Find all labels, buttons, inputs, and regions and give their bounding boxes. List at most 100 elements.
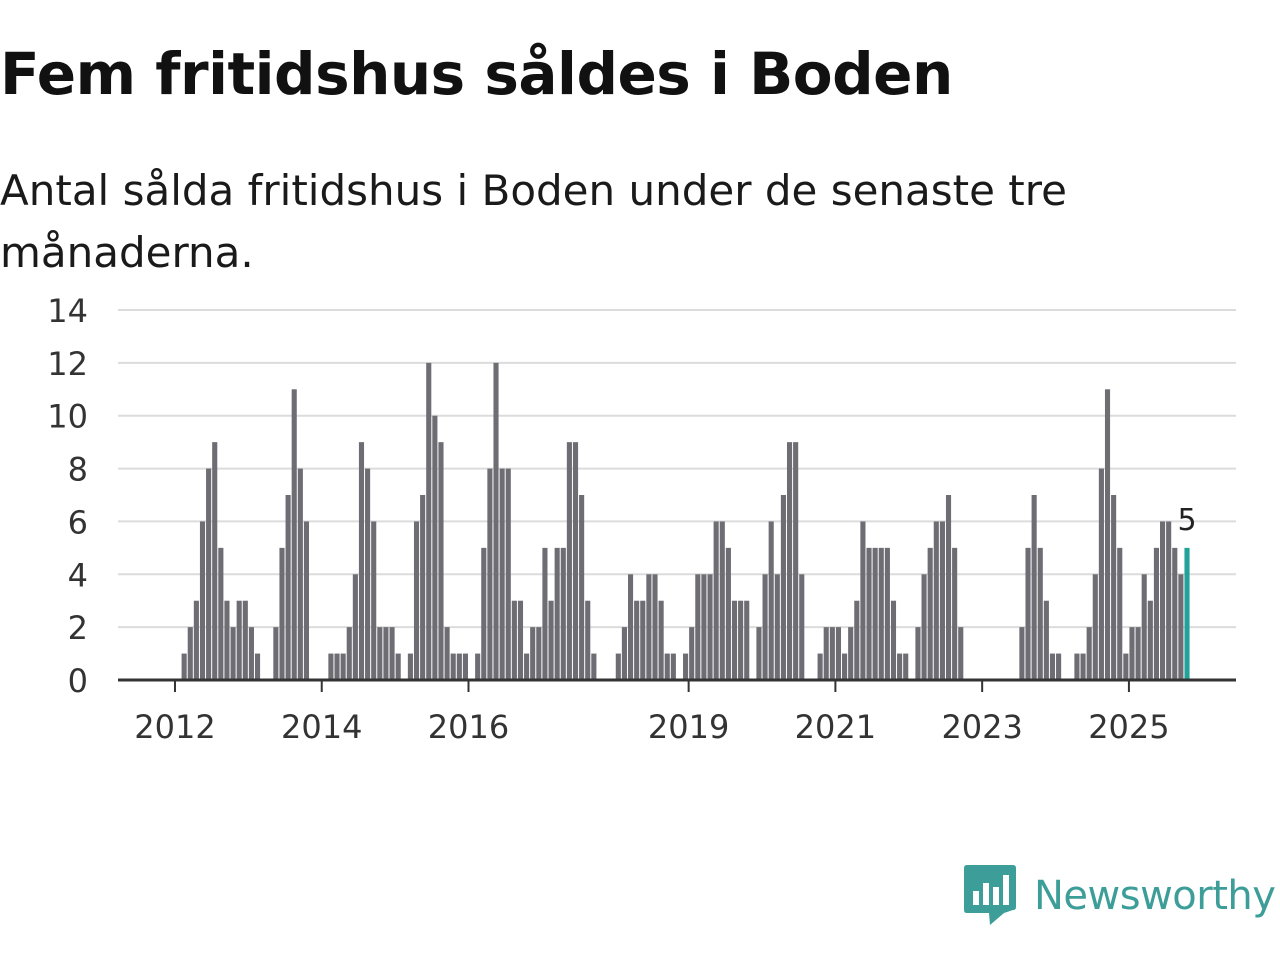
bar (878, 547, 884, 680)
bar (1025, 547, 1031, 680)
bar (420, 495, 426, 680)
bar (945, 495, 952, 680)
bar (352, 574, 358, 680)
bar (866, 547, 872, 680)
y-axis-tick-labels: 0 2 4 6 8 10 12 14 (47, 292, 88, 700)
bars (181, 362, 1190, 680)
bar (346, 627, 352, 680)
bar (248, 627, 254, 680)
bar (952, 547, 958, 680)
bar (218, 547, 224, 680)
bar (230, 627, 236, 680)
bar (389, 627, 395, 680)
y-tick-label: 6 (68, 503, 88, 541)
bar (1166, 521, 1172, 680)
bar (921, 574, 927, 680)
bar (1086, 627, 1092, 680)
bar (481, 547, 487, 680)
bar (585, 600, 591, 680)
x-tick-label: 2019 (648, 708, 729, 746)
bar (383, 627, 389, 680)
bar (958, 627, 964, 680)
bar (1135, 627, 1141, 680)
bar (1092, 574, 1098, 680)
x-axis-ticks: 2012 2014 2016 2019 2021 2023 2025 (134, 680, 1170, 746)
bar (187, 627, 193, 680)
bar (1111, 495, 1117, 680)
brand-name: Newsworthy (1034, 873, 1276, 919)
bar (432, 415, 438, 680)
bar (450, 653, 456, 680)
bar (591, 653, 597, 680)
bar (799, 574, 805, 680)
bar (621, 627, 627, 680)
bar (1123, 653, 1129, 680)
y-tick-label: 8 (68, 451, 88, 489)
bar (358, 442, 365, 680)
bar (224, 600, 230, 680)
bar (835, 627, 842, 680)
y-tick-label: 0 (68, 662, 88, 700)
bar (695, 574, 701, 680)
newsworthy-logo: Newsworthy (964, 864, 1276, 928)
bar (254, 653, 261, 680)
bar (1153, 547, 1159, 680)
bar (1172, 547, 1178, 680)
bar (328, 653, 334, 680)
bar (652, 574, 658, 680)
bar (438, 442, 444, 680)
chart-title: Fem fritidshus såldes i Boden (0, 40, 953, 108)
bar (444, 627, 450, 680)
bar (487, 468, 493, 680)
bar (572, 442, 579, 680)
x-tick-label: 2025 (1088, 708, 1169, 746)
bar (744, 600, 750, 680)
bar (493, 362, 499, 680)
bar (1074, 653, 1080, 680)
bar (890, 600, 897, 680)
bar (860, 521, 866, 680)
bar (181, 653, 187, 680)
bar (530, 627, 536, 680)
bar (536, 627, 542, 680)
y-tick-label: 14 (47, 292, 88, 330)
bar (817, 653, 823, 680)
bar (762, 574, 768, 680)
bar (1104, 389, 1111, 680)
bar (774, 574, 780, 680)
bar (1037, 547, 1043, 680)
bar (371, 521, 377, 680)
bar (273, 627, 279, 680)
bar (683, 653, 689, 680)
bar (462, 653, 468, 680)
bar-chart: 0 2 4 6 8 10 12 14 2012 2014 2016 2019 2021 2023 2025… (47, 292, 1236, 746)
bar (511, 600, 517, 680)
bar (1129, 627, 1135, 680)
x-tick-label: 2021 (795, 708, 876, 746)
bar (206, 468, 212, 680)
y-tick-label: 4 (68, 556, 88, 594)
bar (707, 574, 713, 680)
bar (475, 653, 481, 680)
bar (738, 600, 744, 680)
bar (365, 468, 371, 680)
bar (1043, 600, 1049, 680)
bar (242, 600, 248, 680)
bar (768, 521, 774, 680)
bar (340, 653, 346, 680)
bar (927, 547, 933, 680)
bar (297, 468, 303, 680)
y-tick-label: 12 (47, 345, 88, 383)
bar (658, 600, 664, 680)
bar (279, 547, 285, 680)
bar (517, 600, 524, 680)
bar (291, 389, 297, 680)
bar (823, 627, 829, 680)
bar (566, 442, 572, 680)
bar (413, 521, 420, 680)
bar (756, 627, 762, 680)
bar (713, 521, 719, 680)
bar (731, 600, 738, 680)
bar (395, 653, 401, 680)
bar (212, 442, 218, 680)
